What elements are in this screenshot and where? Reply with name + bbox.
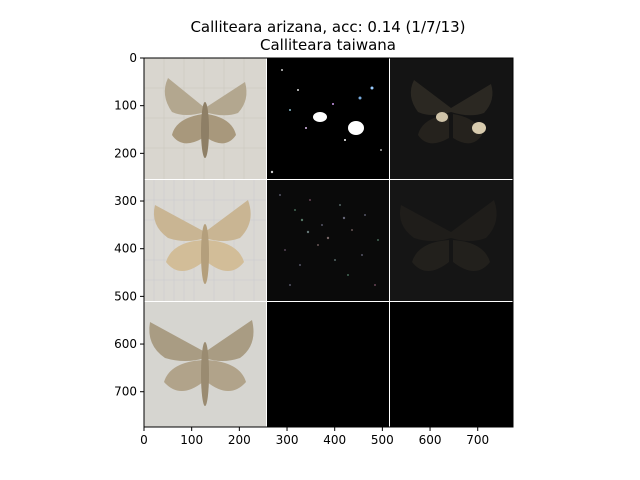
y-tick-label: 200 [114,146,137,160]
y-tick-label: 700 [114,385,137,399]
x-tick-label: 400 [323,433,346,447]
y-axis: 0 100 200 300 400 500 600 700 [114,51,144,399]
chart-title: Calliteara arizana, acc: 0.14 (1/7/13) [190,18,465,36]
y-tick-label: 100 [114,99,137,113]
masked-moth [410,80,493,144]
y-tick-label: 400 [114,242,137,256]
panel-r1-c2 [390,180,513,301]
x-tick-label: 0 [140,433,148,447]
panel-r0-c1 [267,58,389,179]
moth-image [164,78,247,158]
panel-r2-c1 [267,302,389,427]
x-tick-label: 100 [180,433,203,447]
y-tick-label: 0 [129,51,137,65]
x-tick-label: 200 [228,433,251,447]
x-tick-label: 600 [419,433,442,447]
x-tick-label: 300 [276,433,299,447]
y-tick-label: 300 [114,194,137,208]
panel-r0-c0 [144,58,266,179]
panel-r2-c0 [144,302,266,427]
y-tick-label: 500 [114,289,137,303]
saliency-blobs [270,69,382,174]
masked-moth [399,200,497,271]
panel-r0-c2 [390,58,513,179]
panel-r1-c1 [267,180,389,301]
moth-image [153,200,251,284]
x-tick-label: 700 [466,433,489,447]
panel-r2-c2 [390,302,513,427]
plot-area: 0 100 200 300 400 500 600 700 0 100 200 300 400 500 6… [114,51,514,447]
panel-separators [144,58,513,427]
image-grid [144,58,513,427]
y-tick-label: 600 [114,337,137,351]
axes-frame [143,57,514,428]
moth-image [149,320,254,406]
saliency-noise [279,194,379,286]
chart-subtitle: Calliteara taiwana [260,36,396,54]
x-axis: 0 100 200 300 400 500 600 700 [140,427,489,447]
panel-r1-c0 [144,180,266,301]
x-tick-label: 500 [371,433,394,447]
